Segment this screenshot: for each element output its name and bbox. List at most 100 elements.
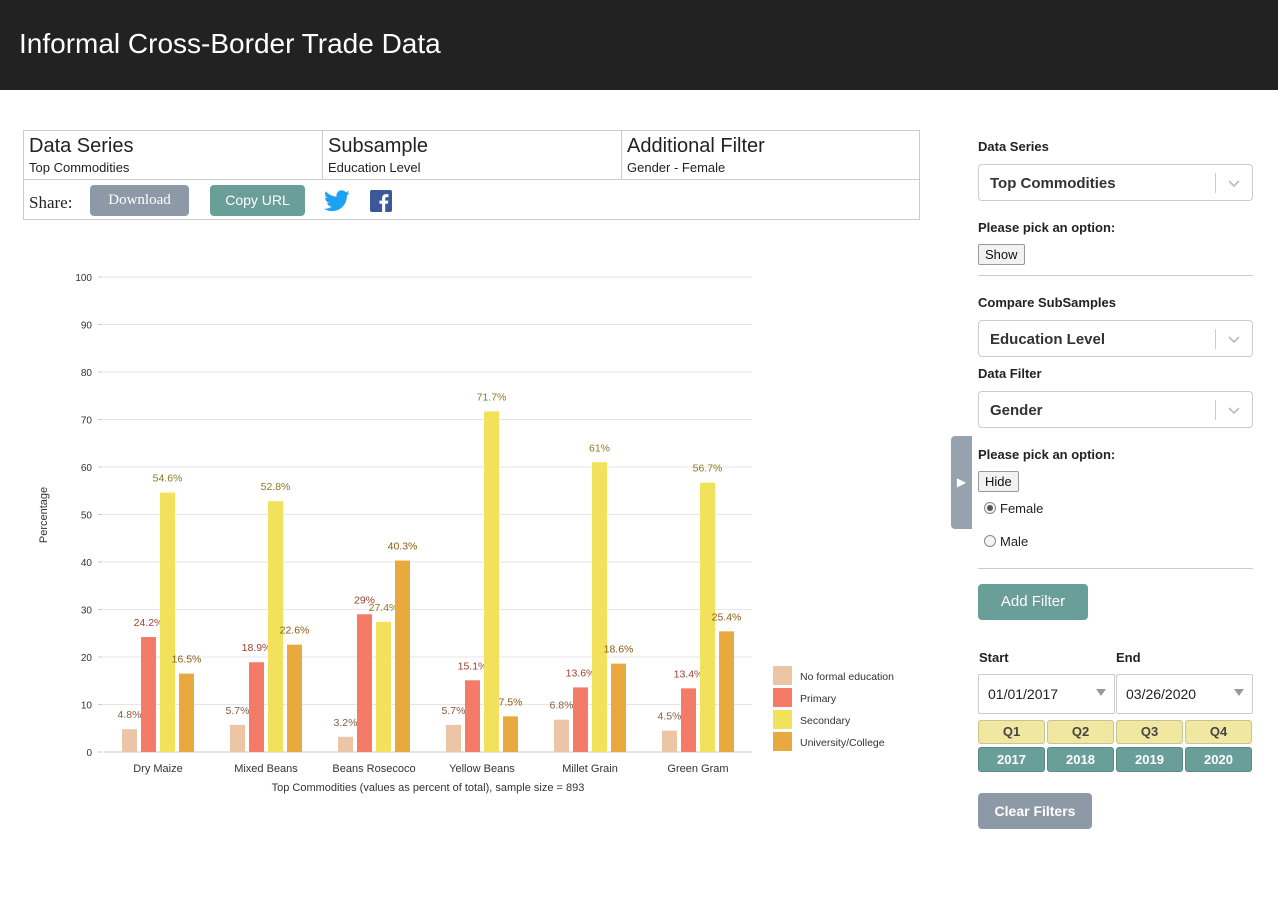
legend-label: Secondary (800, 715, 851, 727)
bar (376, 621, 391, 752)
chevron-down-icon (1228, 407, 1240, 415)
bar (700, 482, 715, 752)
data-label: 18.6% (604, 644, 634, 656)
bar (465, 680, 480, 752)
y-tick-label: 0 (86, 748, 92, 759)
bar (662, 730, 677, 752)
date-value: 03/26/2020 (1126, 686, 1197, 702)
summary-additional-filter: Additional Filter Gender - Female (622, 131, 919, 179)
y-tick-label: 60 (81, 463, 93, 474)
legend-label: Primary (800, 693, 837, 705)
year-2017-button[interactable]: 2017 (978, 747, 1045, 772)
show-button[interactable]: Show (978, 244, 1025, 265)
data-label: 13.6% (566, 667, 596, 679)
data-label: 40.3% (388, 541, 418, 553)
year-2019-button[interactable]: 2019 (1116, 747, 1183, 772)
data-series-select[interactable]: Top Commodities (978, 164, 1253, 201)
quarter-q4-button[interactable]: Q4 (1185, 720, 1252, 744)
summary-value: Education Level (328, 160, 421, 175)
radio-checked-icon (984, 502, 996, 514)
x-tick-label: Beans Rosecoco (332, 763, 415, 775)
select-value: Top Commodities (990, 175, 1116, 192)
data-filter-select[interactable]: Gender (978, 391, 1253, 428)
bar (357, 614, 372, 752)
summary-panel: Data Series Top Commodities Subsample Ed… (23, 130, 920, 220)
radio-male[interactable]: Male (984, 534, 1028, 549)
y-tick-label: 80 (81, 368, 93, 379)
bar (573, 687, 588, 752)
download-button[interactable]: Download (90, 185, 189, 216)
summary-heading: Data Series (29, 135, 134, 157)
x-tick-label: Mixed Beans (234, 763, 298, 775)
data-label: 16.5% (172, 654, 202, 666)
data-label: 29% (354, 594, 375, 606)
bar (141, 637, 156, 752)
x-axis-label: Top Commodities (values as percent of to… (272, 782, 585, 794)
bar (249, 662, 264, 752)
data-label: 15.1% (458, 660, 488, 672)
chevron-down-icon (1228, 336, 1240, 344)
chevron-down-icon (1228, 180, 1240, 188)
sidebar-toggle[interactable]: ▶ (951, 436, 972, 529)
summary-divider (24, 179, 919, 180)
radio-label: Female (1000, 501, 1044, 516)
y-tick-label: 40 (81, 558, 93, 569)
hide-button[interactable]: Hide (978, 471, 1019, 492)
bar-chart: 0 10 20 30 40 50 60 70 80 90 100 Percentage 4.8% 24.2… (38, 273, 894, 794)
y-tick-label: 20 (81, 653, 93, 664)
bar (395, 560, 410, 752)
data-label: 22.6% (280, 625, 310, 637)
date-value: 01/01/2017 (988, 686, 1059, 702)
bar (484, 411, 499, 752)
share-label: Share: (29, 193, 73, 212)
data-label: 4.5% (658, 711, 682, 723)
radio-female[interactable]: Female (984, 501, 1043, 516)
copy-url-button[interactable]: Copy URL (210, 185, 305, 216)
y-tick-label: 70 (81, 416, 93, 427)
start-date-select[interactable]: 01/01/2017 (978, 674, 1115, 714)
data-label: 18.9% (242, 642, 272, 654)
x-tick-label: Millet Grain (562, 763, 618, 775)
y-tick-label: 100 (75, 273, 92, 284)
bar (592, 462, 607, 752)
data-label: 7.5% (499, 696, 523, 708)
data-label: 24.2% (134, 617, 164, 629)
quarter-q2-button[interactable]: Q2 (1047, 720, 1114, 744)
end-date-select[interactable]: 03/26/2020 (1116, 674, 1253, 714)
start-date-label: Start (979, 650, 1009, 665)
data-label: 5.7% (226, 705, 250, 717)
year-2020-button[interactable]: 2020 (1185, 747, 1252, 772)
pick-option-label: Please pick an option: (978, 220, 1116, 235)
x-tick-label: Dry Maize (133, 763, 183, 775)
compare-subsamples-select[interactable]: Education Level (978, 320, 1253, 357)
data-label: 25.4% (712, 611, 742, 623)
add-filter-button[interactable]: Add Filter (978, 584, 1088, 620)
dropdown-arrow-icon (1096, 689, 1106, 696)
y-axis-label: Percentage (38, 487, 50, 543)
data-label: 27.4% (369, 602, 399, 614)
select-divider (1215, 329, 1216, 349)
summary-value: Top Commodities (29, 160, 130, 175)
legend-swatch (773, 710, 792, 729)
select-divider (1215, 173, 1216, 193)
y-tick-label: 10 (81, 701, 93, 712)
year-2018-button[interactable]: 2018 (1047, 747, 1114, 772)
quarter-q1-button[interactable]: Q1 (978, 720, 1045, 744)
data-label: 54.6% (153, 473, 183, 485)
x-tick-label: Yellow Beans (449, 763, 515, 775)
x-tick-label: Green Gram (667, 763, 728, 775)
data-label: 3.2% (334, 717, 358, 729)
facebook-icon[interactable] (370, 190, 392, 212)
quarter-q3-button[interactable]: Q3 (1116, 720, 1183, 744)
twitter-icon[interactable] (324, 190, 350, 212)
pick-option-label: Please pick an option: (978, 447, 1116, 462)
legend-swatch (773, 688, 792, 707)
summary-data-series: Data Series Top Commodities (24, 131, 323, 179)
summary-value: Gender - Female (627, 160, 726, 175)
summary-subsample: Subsample Education Level (323, 131, 622, 179)
y-tick-label: 30 (81, 606, 93, 617)
data-filter-label: Data Filter (978, 366, 1042, 381)
clear-filters-button[interactable]: Clear Filters (978, 793, 1092, 829)
bar (230, 724, 245, 752)
data-label: 5.7% (442, 705, 466, 717)
